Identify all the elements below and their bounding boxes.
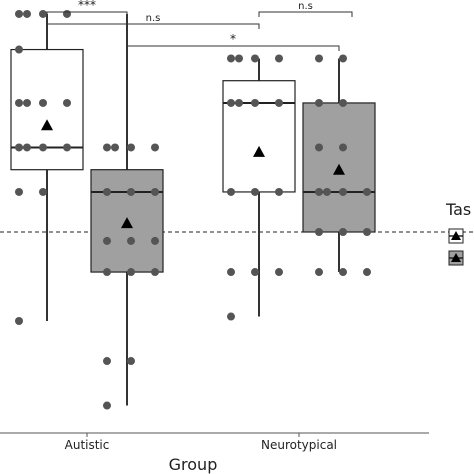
data-point-neurotypical-task2 — [323, 187, 331, 196]
data-point-autistic-task2 — [103, 236, 111, 245]
data-point-autistic-task2 — [127, 268, 135, 277]
data-point-autistic-task2 — [127, 236, 135, 245]
data-point-neurotypical-task1 — [235, 98, 243, 107]
box-autistic-task1 — [10, 48, 84, 171]
data-point-neurotypical-task2 — [363, 228, 371, 236]
data-point-neurotypical-task2 — [315, 268, 323, 277]
data-point-autistic-task1 — [15, 143, 23, 152]
data-point-autistic-task1 — [15, 45, 23, 54]
legend-key-mean-task2 — [451, 253, 461, 262]
data-point-autistic-task2 — [103, 357, 111, 366]
data-point-neurotypical-task1 — [275, 98, 283, 107]
data-point-autistic-task1 — [15, 98, 23, 107]
comparison-bracket — [258, 11, 353, 17]
means-layer — [41, 119, 345, 229]
data-point-neurotypical-task2 — [339, 228, 347, 236]
data-point-autistic-task2 — [127, 187, 135, 196]
comparison-bracket — [46, 11, 128, 17]
x-tick-label-neurotypical: Neurotypical — [261, 438, 337, 452]
mean-marker-neurotypical-task1 — [253, 145, 265, 157]
comparison-label: n.s — [298, 1, 313, 12]
data-point-neurotypical-task1 — [227, 54, 235, 63]
data-point-neurotypical-task2 — [315, 187, 323, 196]
data-point-neurotypical-task1 — [227, 187, 235, 196]
data-point-autistic-task1 — [63, 98, 71, 107]
data-point-autistic-task1 — [63, 9, 71, 18]
data-point-neurotypical-task2 — [315, 98, 323, 107]
data-point-autistic-task2 — [151, 143, 159, 152]
data-point-neurotypical-task1 — [251, 268, 259, 277]
data-point-neurotypical-task1 — [275, 268, 283, 277]
data-point-autistic-task1 — [23, 143, 31, 152]
x-axis-title: Group — [169, 455, 218, 474]
data-point-autistic-task1 — [23, 9, 31, 18]
data-point-neurotypical-task1 — [227, 268, 235, 277]
data-point-neurotypical-task2 — [339, 143, 347, 152]
data-point-autistic-task2 — [151, 268, 159, 277]
data-point-neurotypical-task1 — [275, 54, 283, 63]
data-point-autistic-task1 — [39, 9, 47, 18]
data-point-neurotypical-task2 — [339, 268, 347, 277]
data-point-autistic-task2 — [103, 187, 111, 196]
data-point-autistic-task1 — [15, 9, 23, 18]
data-point-neurotypical-task2 — [339, 98, 347, 107]
legend-title: Tas — [445, 200, 471, 219]
data-point-neurotypical-task2 — [363, 268, 371, 277]
box-neurotypical-task1 — [222, 80, 296, 193]
data-point-neurotypical-task1 — [235, 54, 243, 63]
x-tick-label-autistic: Autistic — [65, 438, 110, 452]
data-point-autistic-task2 — [111, 143, 119, 152]
data-point-autistic-task1 — [15, 187, 23, 196]
data-point-neurotypical-task2 — [339, 54, 347, 63]
data-point-autistic-task2 — [103, 268, 111, 277]
comparison-bracket — [46, 23, 260, 29]
legend: Tas — [445, 200, 471, 266]
data-point-autistic-task1 — [39, 143, 47, 152]
data-point-autistic-task1 — [39, 98, 47, 107]
points-layer — [15, 9, 371, 410]
comparison-label: * — [230, 32, 236, 46]
data-point-neurotypical-task1 — [251, 54, 259, 63]
comparison-brackets-layer: *** n.s n.s * — [46, 0, 353, 51]
data-point-autistic-task2 — [127, 357, 135, 366]
x-axis: Autistic Neurotypical Group — [0, 432, 429, 474]
data-point-neurotypical-task2 — [339, 187, 347, 196]
data-point-autistic-task1 — [15, 317, 23, 325]
data-point-autistic-task1 — [39, 187, 47, 196]
data-point-neurotypical-task1 — [227, 312, 235, 321]
comparison-bracket — [126, 45, 340, 51]
data-point-autistic-task1 — [63, 143, 71, 152]
legend-key-mean-task1 — [451, 231, 461, 240]
data-point-autistic-task1 — [23, 98, 31, 107]
data-point-neurotypical-task1 — [251, 187, 259, 196]
comparison-label: *** — [78, 0, 96, 12]
data-point-neurotypical-task1 — [251, 98, 259, 107]
data-point-neurotypical-task1 — [275, 187, 283, 196]
comparison-label: n.s — [146, 13, 161, 24]
data-point-autistic-task2 — [103, 401, 111, 410]
data-point-neurotypical-task2 — [315, 228, 323, 236]
data-point-neurotypical-task2 — [315, 143, 323, 152]
mean-marker-neurotypical-task2 — [333, 163, 345, 175]
data-point-autistic-task2 — [151, 236, 159, 245]
data-point-neurotypical-task2 — [363, 187, 371, 196]
data-point-autistic-task2 — [103, 143, 111, 152]
boxes-layer — [10, 13, 376, 406]
mean-marker-autistic-task1 — [41, 119, 53, 131]
data-point-neurotypical-task2 — [315, 54, 323, 63]
data-point-autistic-task2 — [127, 143, 135, 152]
mean-marker-autistic-task2 — [121, 217, 133, 229]
data-point-autistic-task2 — [151, 187, 159, 196]
data-point-neurotypical-task1 — [227, 98, 235, 107]
